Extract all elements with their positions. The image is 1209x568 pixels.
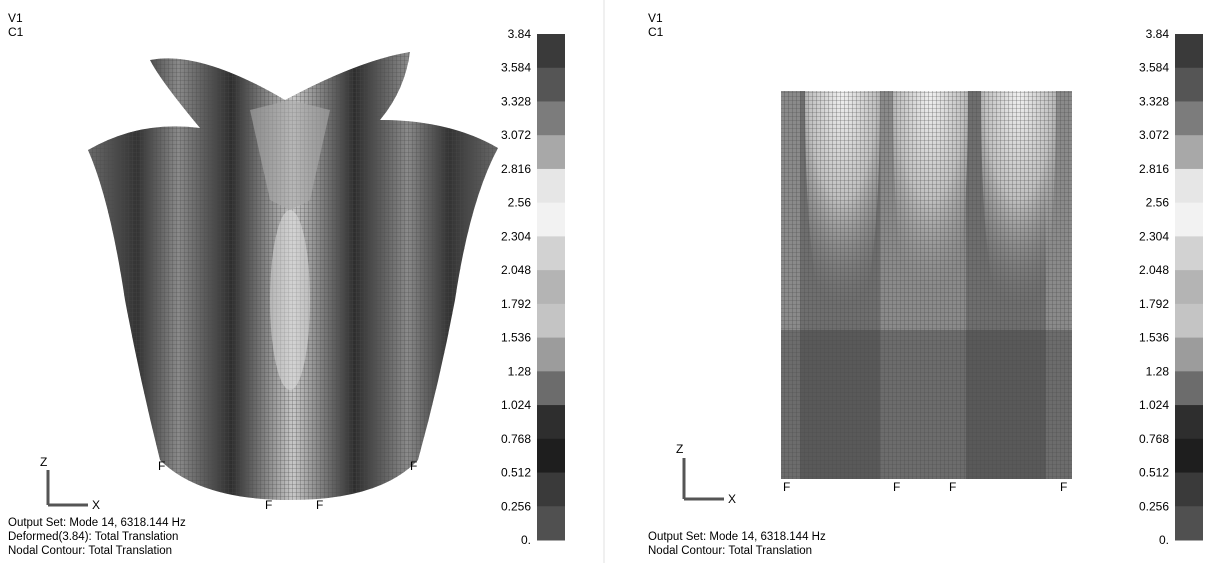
legend-label: 0.256 — [1139, 499, 1169, 513]
legend-band — [537, 67, 565, 102]
legend-band — [1175, 202, 1203, 237]
legend-band — [1175, 337, 1203, 372]
constraint-marker: F — [410, 459, 417, 473]
constraint-marker: F — [783, 480, 790, 494]
legend-label: 3.328 — [1139, 94, 1169, 108]
legend-label: 2.56 — [1146, 196, 1170, 210]
output-line: Output Set: Mode 14, 6318.144 Hz — [8, 517, 186, 529]
legend-label: 2.816 — [501, 162, 531, 176]
legend-band — [537, 371, 565, 406]
legend-label: 1.024 — [501, 398, 531, 412]
legend-band — [1175, 168, 1203, 204]
legend-band — [1175, 135, 1203, 170]
legend-band — [537, 101, 565, 136]
legend-label: 1.536 — [501, 331, 531, 345]
legend-label: 0.768 — [1139, 432, 1169, 446]
legend-band — [537, 303, 565, 339]
legend-band — [1175, 438, 1203, 474]
legend-band — [1175, 371, 1203, 406]
legend-label: 1.28 — [1146, 364, 1170, 378]
legend-band — [537, 270, 565, 305]
legend-label: 3.584 — [501, 61, 531, 75]
output-line: Output Set: Mode 14, 6318.144 Hz — [648, 531, 826, 543]
legend-band — [537, 472, 565, 507]
case-label: C1 — [648, 25, 664, 39]
axis-z-label: Z — [676, 442, 683, 456]
legend-band — [537, 405, 565, 440]
legend-label: 2.56 — [508, 196, 532, 210]
legend-label: 2.048 — [501, 263, 531, 277]
legend-label: 3.84 — [1146, 27, 1170, 41]
legend-label: 2.304 — [501, 229, 531, 243]
axis-triads — [46, 458, 724, 507]
constraint-marker: F — [158, 459, 165, 473]
output-line: Deformed(3.84): Total Translation — [8, 531, 178, 543]
legend-band — [1175, 303, 1203, 339]
left-model — [88, 52, 498, 500]
case-label: C1 — [8, 25, 24, 39]
legend-label: 0.768 — [501, 432, 531, 446]
legend-band — [537, 202, 565, 237]
legend-band — [537, 438, 565, 474]
legend-band — [1175, 270, 1203, 305]
constraint-marker: F — [949, 480, 956, 494]
legend-label: 0. — [521, 533, 531, 547]
legend-band — [537, 34, 565, 69]
constraint-marker: F — [265, 498, 272, 512]
legend-label: 3.584 — [1139, 61, 1169, 75]
legend-label: 3.84 — [508, 27, 532, 41]
legend-band — [1175, 67, 1203, 102]
legend-band — [1175, 405, 1203, 440]
legend-label: 3.328 — [501, 94, 531, 108]
legend-label: 2.816 — [1139, 162, 1169, 176]
legend-label: 0.512 — [1139, 466, 1169, 480]
legend-label: 1.024 — [1139, 398, 1169, 412]
legend-label: 1.792 — [501, 297, 531, 311]
output-line: Nodal Contour: Total Translation — [648, 545, 812, 557]
legend-label: 3.072 — [1139, 128, 1169, 142]
constraint-marker: F — [1060, 480, 1067, 494]
legend-band — [1175, 34, 1203, 69]
legend-label: 0.256 — [501, 499, 531, 513]
legend-label: 1.28 — [508, 364, 532, 378]
legend-band — [1175, 506, 1203, 541]
right-model — [781, 91, 1072, 479]
axis-x-label: X — [92, 498, 100, 512]
legend-band — [537, 135, 565, 170]
legend-band — [537, 236, 565, 271]
axis-x-label: X — [728, 492, 736, 506]
constraint-marker: F — [893, 480, 900, 494]
legend-label: 0.512 — [501, 466, 531, 480]
legend-band — [537, 168, 565, 204]
legend-label: 3.072 — [501, 128, 531, 142]
legend-band — [1175, 236, 1203, 271]
legend-band — [1175, 472, 1203, 507]
output-line: Nodal Contour: Total Translation — [8, 545, 172, 557]
axis-z-label: Z — [40, 455, 47, 469]
legend-label: 1.536 — [1139, 331, 1169, 345]
legend-label: 0. — [1159, 533, 1169, 547]
legend-label: 2.304 — [1139, 229, 1169, 243]
view-label: V1 — [648, 11, 663, 25]
legend-band — [537, 506, 565, 541]
legend-label: 2.048 — [1139, 263, 1169, 277]
constraint-marker: F — [316, 498, 323, 512]
legend-label: 1.792 — [1139, 297, 1169, 311]
view-label: V1 — [8, 11, 23, 25]
legend-band — [1175, 101, 1203, 136]
legend-band — [537, 337, 565, 372]
